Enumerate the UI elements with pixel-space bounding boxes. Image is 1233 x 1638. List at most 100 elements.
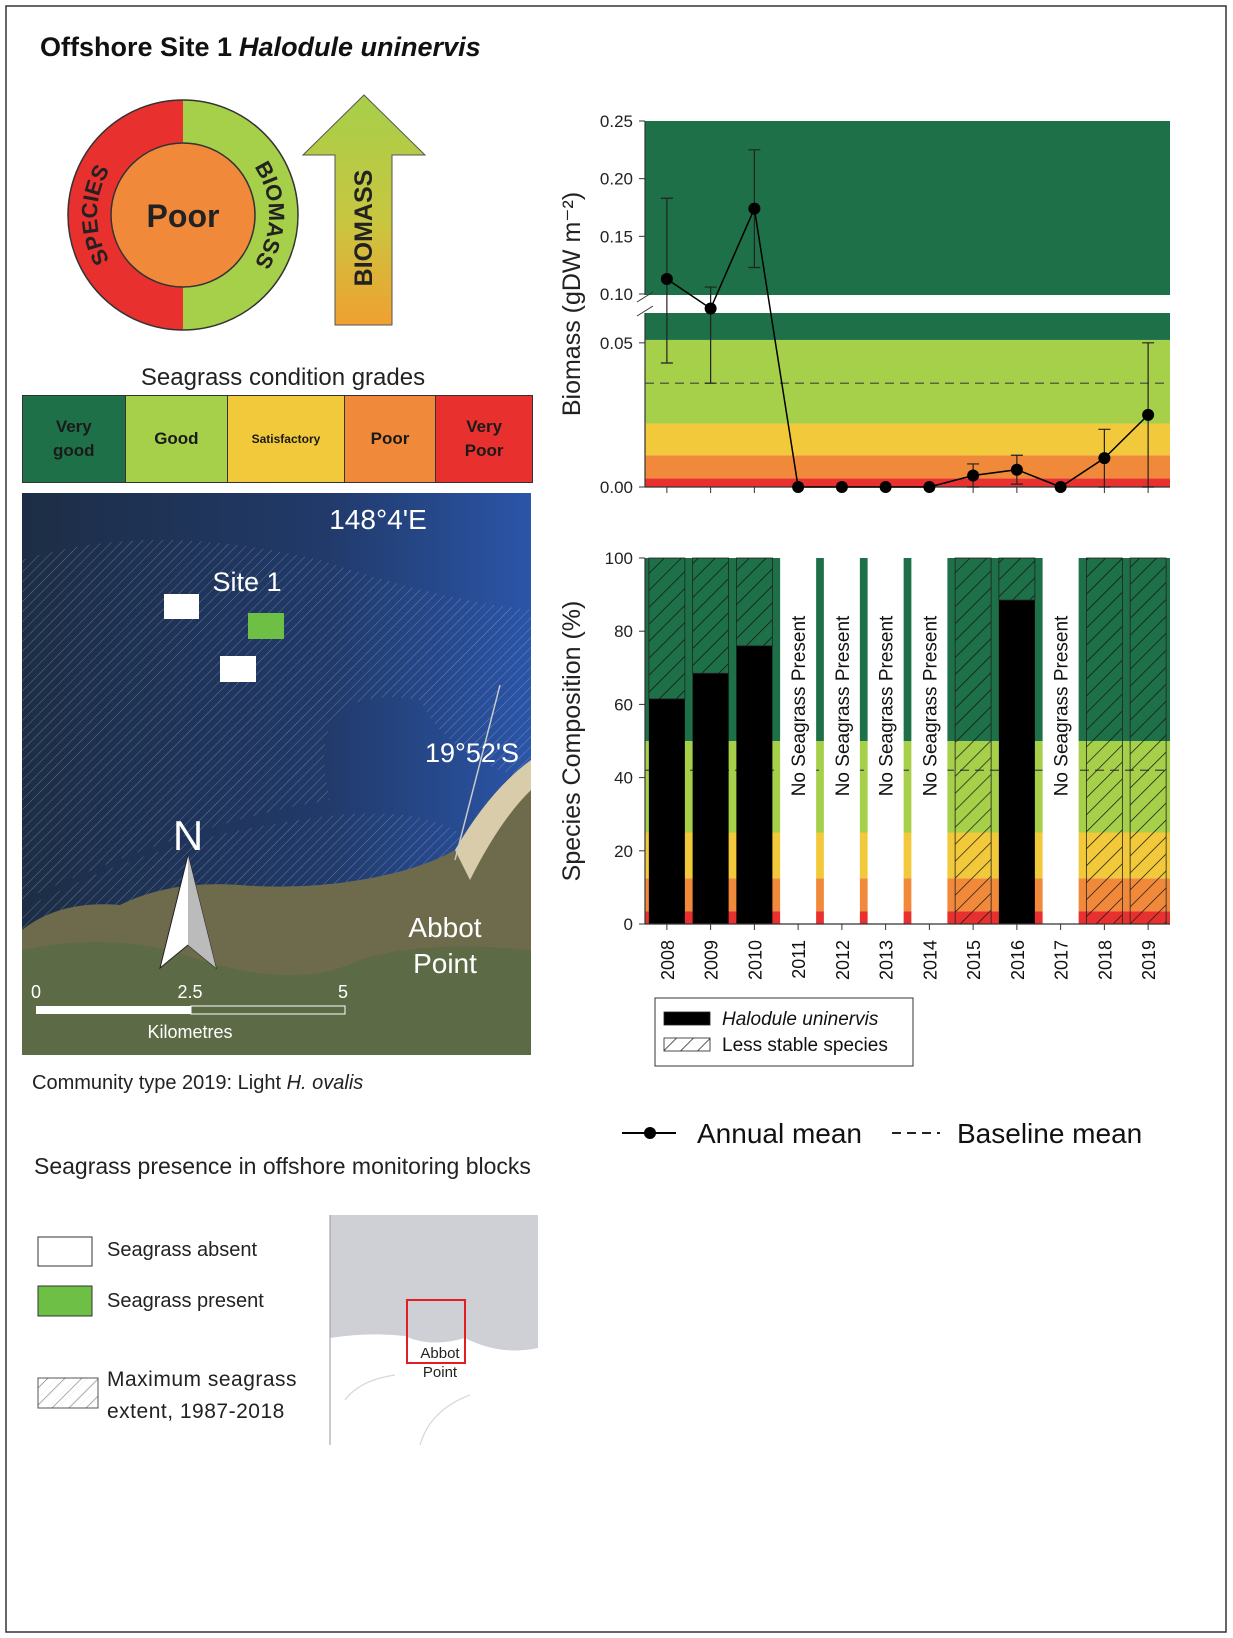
- grade-cell: Good: [126, 396, 229, 482]
- title-species: Halodule uninervis: [239, 32, 481, 62]
- inset-label: Abbot Point: [410, 1344, 470, 1382]
- north-label: N: [173, 812, 203, 859]
- grade-cell: Poor: [345, 396, 437, 482]
- legend-swatch: [664, 1012, 710, 1025]
- hatched-bar: [693, 558, 729, 673]
- hatched-bar: [736, 558, 772, 646]
- hatched-bar: [1130, 558, 1166, 924]
- data-point: [1011, 464, 1023, 476]
- grade-cell: Satisfactory: [228, 396, 345, 482]
- block-absent: [164, 594, 199, 619]
- scale-label: 5: [338, 982, 348, 1002]
- y-axis-title: Biomass (gDW m⁻²): [558, 192, 586, 416]
- legend-swatch: [664, 1038, 710, 1051]
- x-tick-label: 2008: [658, 940, 678, 980]
- legend-label: Halodule uninervis: [722, 1009, 879, 1030]
- x-tick-label: 2013: [877, 940, 897, 980]
- column-annotation: No Seagrass Present: [833, 615, 854, 796]
- legend-label: Less stable species: [722, 1035, 888, 1056]
- y-tick-label: 0.15: [600, 227, 633, 246]
- scale-bar: [36, 1006, 191, 1014]
- grade-cell: Very good: [23, 396, 126, 482]
- block-absent: [220, 656, 256, 682]
- hatched-bar: [1086, 558, 1122, 924]
- y-tick-label: 100: [605, 549, 633, 568]
- inset-map: [330, 1215, 538, 1445]
- data-point: [661, 273, 673, 285]
- data-point: [880, 481, 892, 493]
- grade-band: [645, 340, 1170, 424]
- legend-swatch-extent-hatch: [38, 1378, 98, 1408]
- legend-swatch-absent: [38, 1237, 92, 1266]
- block-present: [248, 613, 284, 639]
- x-tick-label: 2017: [1052, 940, 1072, 980]
- site-label: Site 1: [212, 567, 281, 597]
- y-tick-label: 0.05: [600, 334, 633, 353]
- y-tick-label: 0.00: [600, 478, 633, 497]
- caption-species: H. ovalis: [287, 1072, 364, 1094]
- data-point: [792, 481, 804, 493]
- data-point: [705, 303, 717, 315]
- data-point: [1055, 481, 1067, 493]
- bar: [999, 600, 1035, 924]
- data-point: [836, 481, 848, 493]
- x-tick-label: 2010: [745, 940, 765, 980]
- title-site: Offshore Site 1: [40, 32, 232, 62]
- x-tick-label: 2015: [964, 940, 984, 980]
- x-tick-label: 2019: [1139, 940, 1159, 980]
- y-tick-label: 40: [614, 769, 633, 788]
- scale-label: 0: [31, 982, 41, 1002]
- legend-item: Maximum seagrass extent, 1987-2018: [107, 1364, 327, 1428]
- y-tick-label: 80: [614, 622, 633, 641]
- bar: [649, 699, 685, 924]
- x-tick-label: 2018: [1095, 940, 1115, 980]
- hatched-bar: [999, 558, 1035, 600]
- x-tick-label: 2016: [1008, 940, 1028, 980]
- bar: [693, 673, 729, 924]
- map-caption: Community type 2019: Light H. ovalis: [32, 1072, 363, 1094]
- x-tick-label: 2011: [789, 940, 809, 979]
- legend-label: Annual mean: [697, 1118, 862, 1149]
- column-annotation: No Seagrass Present: [920, 615, 941, 796]
- bar: [736, 646, 772, 924]
- x-tick-label: 2012: [833, 940, 853, 980]
- legend-swatch-present: [38, 1286, 92, 1316]
- column-annotation: No Seagrass Present: [789, 615, 810, 796]
- data-point: [1098, 452, 1110, 464]
- legend-label: Baseline mean: [957, 1118, 1142, 1149]
- y-tick-label: 20: [614, 842, 633, 861]
- y-tick-label: 0.20: [600, 170, 633, 189]
- legend-marker: [644, 1127, 656, 1139]
- y-tick-label: 0: [624, 915, 633, 934]
- column-annotation: No Seagrass Present: [1052, 615, 1073, 796]
- scale-label: 2.5: [177, 982, 202, 1002]
- scale-unit: Kilometres: [147, 1022, 232, 1042]
- y-axis-title: Species Composition (%): [558, 601, 586, 882]
- data-point: [748, 203, 760, 215]
- y-tick-label: 0.10: [600, 285, 633, 304]
- column-annotation: No Seagrass Present: [877, 615, 898, 796]
- legend-item: Seagrass absent: [107, 1239, 327, 1262]
- grade-cell: Very Poor: [436, 396, 532, 482]
- grade-band: [645, 478, 1170, 487]
- data-point: [967, 469, 979, 481]
- grades-title: Seagrass condition grades: [141, 364, 425, 391]
- trend-label: BIOMASS: [350, 170, 378, 287]
- y-tick-label: 60: [614, 695, 633, 714]
- data-point: [1142, 409, 1154, 421]
- axis-break-gap: [644, 295, 1171, 313]
- data-point: [923, 481, 935, 493]
- hatched-bar: [649, 558, 685, 699]
- hatched-bar: [955, 558, 991, 924]
- caption-text: Community type 2019: Light: [32, 1072, 287, 1094]
- page: Offshore Site 1Halodule uninervis Poor S…: [0, 0, 1233, 1638]
- grade-band: [645, 424, 1170, 456]
- legend-title: Seagrass presence in offshore monitoring…: [34, 1152, 534, 1181]
- legend-item: Seagrass present: [107, 1290, 327, 1313]
- y-tick-label: 0.25: [600, 112, 633, 131]
- x-tick-label: 2009: [702, 940, 722, 980]
- condition-badge: Poor SPECIES BIOMASS BIOMASS: [68, 95, 425, 330]
- place-label: Abbot Point: [390, 910, 500, 982]
